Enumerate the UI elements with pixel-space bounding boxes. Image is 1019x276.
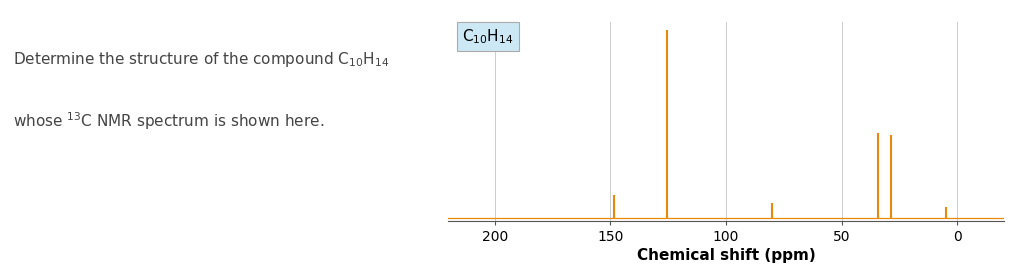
Text: whose $^{13}$C NMR spectrum is shown here.: whose $^{13}$C NMR spectrum is shown her… bbox=[13, 110, 324, 132]
Text: Determine the structure of the compound C$_{10}$H$_{14}$: Determine the structure of the compound … bbox=[13, 50, 389, 69]
Text: C$_{10}$H$_{14}$: C$_{10}$H$_{14}$ bbox=[463, 27, 514, 46]
X-axis label: Chemical shift (ppm): Chemical shift (ppm) bbox=[637, 248, 815, 263]
